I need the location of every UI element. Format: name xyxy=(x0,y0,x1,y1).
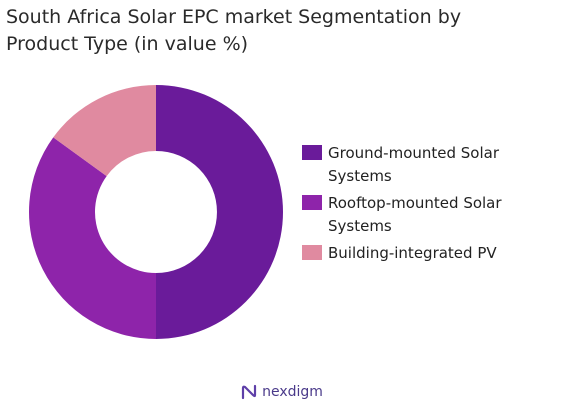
legend-swatch xyxy=(302,195,322,210)
legend-label: Ground-mounted Solar Systems xyxy=(328,144,500,185)
brand-name: nexdigm xyxy=(262,384,323,400)
legend-swatch xyxy=(302,245,322,260)
donut-slice-rooftop-mounted-solar-systems xyxy=(29,137,156,339)
legend-item-building-integrated: Building-integrated PV xyxy=(302,242,557,265)
brand-footer: nexdigm xyxy=(0,383,563,401)
legend-item-rooftop-mounted: Rooftop-mounted Solar Systems xyxy=(302,192,557,238)
legend-swatch xyxy=(302,145,322,160)
chart-title: South Africa Solar EPC market Segmentati… xyxy=(6,6,462,55)
legend-item-ground-mounted: Ground-mounted Solar Systems xyxy=(302,142,557,188)
donut-slice-ground-mounted-solar-systems xyxy=(156,85,283,339)
chart-legend: Ground-mounted Solar Systems Rooftop-mou… xyxy=(302,142,557,269)
nexdigm-logo-icon xyxy=(241,384,257,400)
legend-label: Rooftop-mounted Solar Systems xyxy=(328,194,502,235)
legend-label: Building-integrated PV xyxy=(328,244,497,262)
donut-slice-building-integrated-pv xyxy=(53,85,157,177)
